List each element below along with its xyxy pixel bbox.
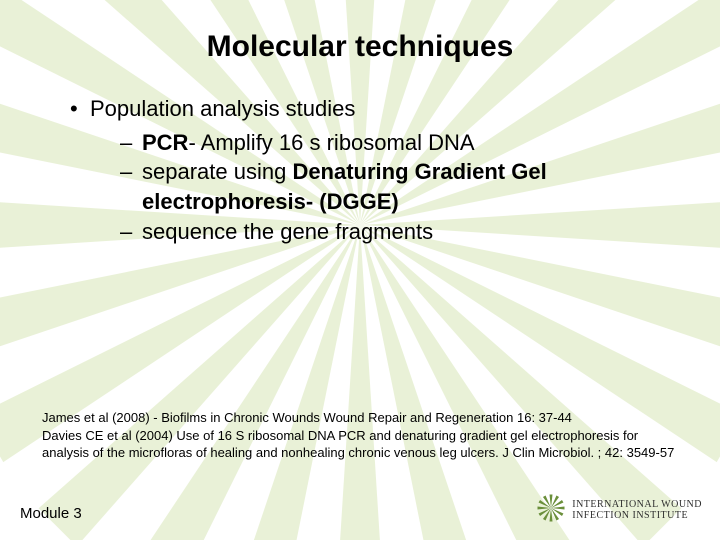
bullet-level2-text: PCR- Amplify 16 s ribosomal DNA [142, 130, 475, 155]
bullet-level1-text: Population analysis studies [90, 96, 355, 121]
starburst-icon [536, 493, 566, 528]
logo-text-line2: INFECTION INSTITUTE [572, 511, 702, 522]
logo-text-line1: INTERNATIONAL WOUND [572, 500, 702, 511]
bullet-level1: Population analysis studies PCR- Amplify… [70, 94, 670, 246]
reference-line: James et al (2008) - Biofilms in Chronic… [42, 409, 678, 427]
logo-text: INTERNATIONAL WOUND INFECTION INSTITUTE [572, 500, 702, 521]
reference-line: Davies CE et al (2004) Use of 16 S ribos… [42, 427, 678, 462]
slide-title: Molecular techniques [50, 30, 670, 64]
module-label: Module 3 [20, 505, 82, 522]
bullet-level2-text: sequence the gene fragments [142, 219, 433, 244]
slide-content: Molecular techniques Population analysis… [0, 0, 720, 540]
bullet-list: Population analysis studies PCR- Amplify… [50, 94, 670, 246]
bullet-sublist: PCR- Amplify 16 s ribosomal DNA separate… [90, 128, 670, 247]
bullet-level2: separate using Denaturing Gradient Gel e… [120, 157, 670, 216]
footer-logo: INTERNATIONAL WOUND INFECTION INSTITUTE [536, 493, 702, 528]
bullet-level2-text: separate using Denaturing Gradient Gel e… [142, 159, 547, 214]
bullet-level2: sequence the gene fragments [120, 217, 670, 247]
bullet-level2: PCR- Amplify 16 s ribosomal DNA [120, 128, 670, 158]
references: James et al (2008) - Biofilms in Chronic… [42, 409, 678, 462]
